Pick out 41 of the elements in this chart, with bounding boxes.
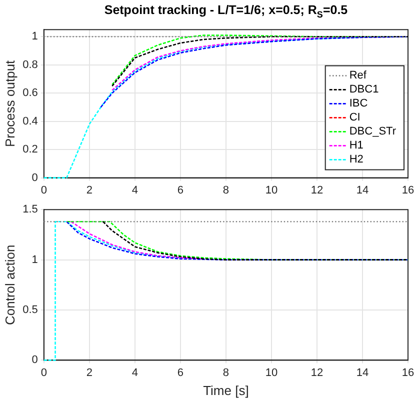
y-tick-label: 0.5 [22, 304, 38, 316]
y-tick-label: 0.8 [22, 58, 38, 71]
x-tick-label: 14 [356, 366, 369, 379]
x-tick-label: 12 [310, 184, 324, 196]
y-tick-label: 0.2 [22, 144, 38, 156]
legend-label: DBC_STr [349, 126, 396, 138]
y-tick-label: 0.6 [22, 87, 38, 100]
y-tick-label: 0 [32, 172, 38, 184]
x-tick-label: 16 [402, 366, 414, 379]
x-tick-label: 2 [86, 366, 92, 379]
chart-title: Setpoint tracking - L/T=1/6; x=0.5; R$_{S}$=0.5 [103, 2, 349, 20]
x-tick-label: 4 [132, 184, 138, 196]
legend-label: DBC1 [349, 84, 379, 96]
y-tick-label: 1 [32, 254, 38, 266]
y-tick-label: 1 [32, 30, 38, 43]
x-tick-label: 8 [222, 366, 230, 379]
x-tick-label: 10 [265, 366, 278, 379]
x-tick-label: 6 [177, 184, 184, 196]
line-series [43, 221, 182, 361]
x-tick-label: 12 [310, 366, 324, 379]
y-axis-title: Process output [2, 60, 18, 148]
x-axis-title: Time [s] [203, 382, 249, 398]
y-axis-title: Control action [2, 244, 18, 326]
legend-label: Ref [349, 70, 368, 82]
y-tick-label: 0 [32, 354, 38, 366]
x-tick-label: 10 [265, 184, 278, 196]
x-tick-label: 4 [132, 366, 138, 379]
y-tick-label: 0.4 [22, 115, 38, 128]
x-tick-label: 6 [177, 366, 184, 379]
legend-label: H2 [349, 154, 364, 166]
x-tick-label: 16 [402, 184, 414, 196]
legend-label: CI [349, 112, 360, 124]
legend-label: H1 [349, 140, 364, 152]
line-series [70, 221, 204, 260]
legend-label: IBC [349, 98, 368, 110]
x-tick-label: 8 [222, 184, 230, 196]
y-tick-label: 1.5 [22, 204, 38, 216]
x-tick-label: 14 [356, 184, 369, 196]
x-tick-label: 0 [40, 366, 47, 379]
x-tick-label: 2 [86, 184, 92, 196]
x-tick-label: 0 [40, 184, 47, 196]
